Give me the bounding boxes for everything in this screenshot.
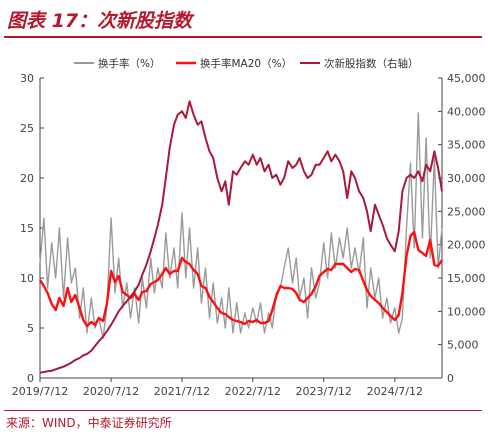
x-tick-label: 2019/7/12 bbox=[12, 385, 68, 398]
right-tick-label: 35,000 bbox=[447, 139, 486, 152]
x-tick-label: 2022/7/12 bbox=[225, 385, 281, 398]
series-line-3 bbox=[39, 100, 443, 374]
footer-divider bbox=[4, 410, 482, 411]
left-tick-label: 10 bbox=[20, 272, 34, 285]
legend-label-2: 换手率MA20（%） bbox=[200, 57, 292, 70]
chart-title: 图表 17：次新股指数 bbox=[7, 10, 193, 32]
right-tick-label: 30,000 bbox=[447, 172, 486, 185]
legend: 换手率（%） 换手率MA20（%） 次新股指数（右轴） bbox=[74, 57, 419, 70]
x-tick-label: 2023/7/12 bbox=[296, 385, 352, 398]
left-tick-label: 0 bbox=[27, 372, 34, 385]
right-tick-label: 40,000 bbox=[447, 105, 486, 118]
right-tick-label: 10,000 bbox=[447, 305, 486, 318]
left-tick-label: 15 bbox=[20, 222, 34, 235]
x-tick-label: 2020/7/12 bbox=[83, 385, 139, 398]
right-tick-label: 15,000 bbox=[447, 272, 486, 285]
chart-axes: 0 5 10 15 20 25 30 0 5,000 10,000 15,000 20,000 25,0… bbox=[12, 72, 486, 398]
series-line-2 bbox=[38, 230, 444, 328]
left-tick-label: 5 bbox=[27, 322, 34, 335]
legend-label-1: 换手率（%） bbox=[98, 57, 160, 70]
left-tick-label: 20 bbox=[20, 172, 34, 185]
title-divider bbox=[4, 36, 482, 38]
left-tick-label: 25 bbox=[20, 122, 34, 135]
series-line-1 bbox=[39, 112, 443, 339]
chart-canvas: 换手率（%） 换手率MA20（%） 次新股指数（右轴） 0 5 10 15 20 25 30 0 5… bbox=[12, 57, 486, 398]
series-layer bbox=[38, 100, 444, 374]
right-tick-label: 0 bbox=[447, 372, 454, 385]
right-tick-label: 25,000 bbox=[447, 205, 486, 218]
left-tick-label: 30 bbox=[20, 72, 34, 85]
right-tick-label: 45,000 bbox=[447, 72, 486, 85]
right-tick-label: 5,000 bbox=[447, 339, 479, 352]
x-tick-label: 2021/7/12 bbox=[154, 385, 210, 398]
right-tick-label: 20,000 bbox=[447, 239, 486, 252]
x-tick-label: 2024/7/12 bbox=[367, 385, 423, 398]
legend-label-3: 次新股指数（右轴） bbox=[324, 57, 419, 70]
chart-header: 图表 17：次新股指数 bbox=[0, 0, 488, 40]
source-note: 来源：WIND，中泰证券研究所 bbox=[6, 416, 172, 430]
